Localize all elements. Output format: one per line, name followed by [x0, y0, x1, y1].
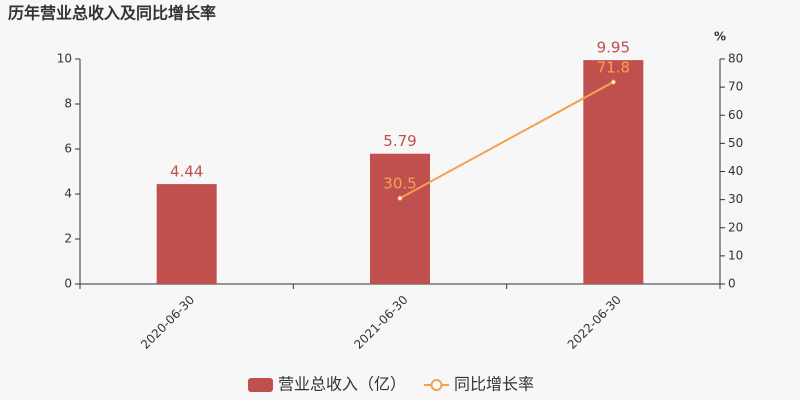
- legend-label: 同比增长率: [454, 375, 534, 394]
- bar-value-label: 5.79: [383, 132, 416, 150]
- line: [399, 81, 614, 200]
- bar: [370, 153, 430, 284]
- y2-tick-label: 50: [728, 136, 743, 150]
- line-point: [397, 195, 403, 201]
- y-tick-label: 10: [57, 52, 72, 66]
- legend-label: 营业总收入（亿）: [278, 375, 406, 394]
- y-tick-label: 6: [64, 142, 72, 156]
- bar: [583, 60, 644, 284]
- bar-value-label: 9.95: [597, 39, 630, 57]
- line-value-label: 30.5: [383, 175, 416, 193]
- y2-tick-label: 30: [728, 192, 743, 206]
- x-tick-label: 2021-06-30: [351, 293, 410, 352]
- y2-tick-label: 60: [728, 108, 743, 122]
- bar-value-label: 4.44: [170, 163, 203, 181]
- line-point: [610, 79, 616, 85]
- line-value-label: 71.8: [597, 59, 630, 77]
- y-tick-label: 2: [64, 232, 72, 246]
- x-tick-label: 2020-06-30: [138, 293, 197, 352]
- legend-swatch: [248, 378, 273, 392]
- y2-axis-label: %: [714, 30, 726, 44]
- chart-title: 历年营业总收入及同比增长率: [8, 4, 216, 23]
- y2-tick-label: 80: [728, 52, 743, 66]
- bar: [156, 184, 217, 284]
- y-tick-label: 4: [64, 187, 72, 201]
- y-tick-label: 8: [64, 97, 72, 111]
- legend-swatch: [430, 379, 443, 391]
- y2-tick-label: 0: [728, 277, 736, 291]
- y2-tick-label: 40: [728, 164, 743, 178]
- y2-tick-label: 70: [728, 80, 743, 94]
- y2-tick-label: 10: [728, 248, 743, 262]
- x-tick-label: 2022-06-30: [565, 293, 624, 352]
- y-tick-label: 0: [64, 277, 72, 291]
- y2-tick-label: 20: [728, 220, 743, 234]
